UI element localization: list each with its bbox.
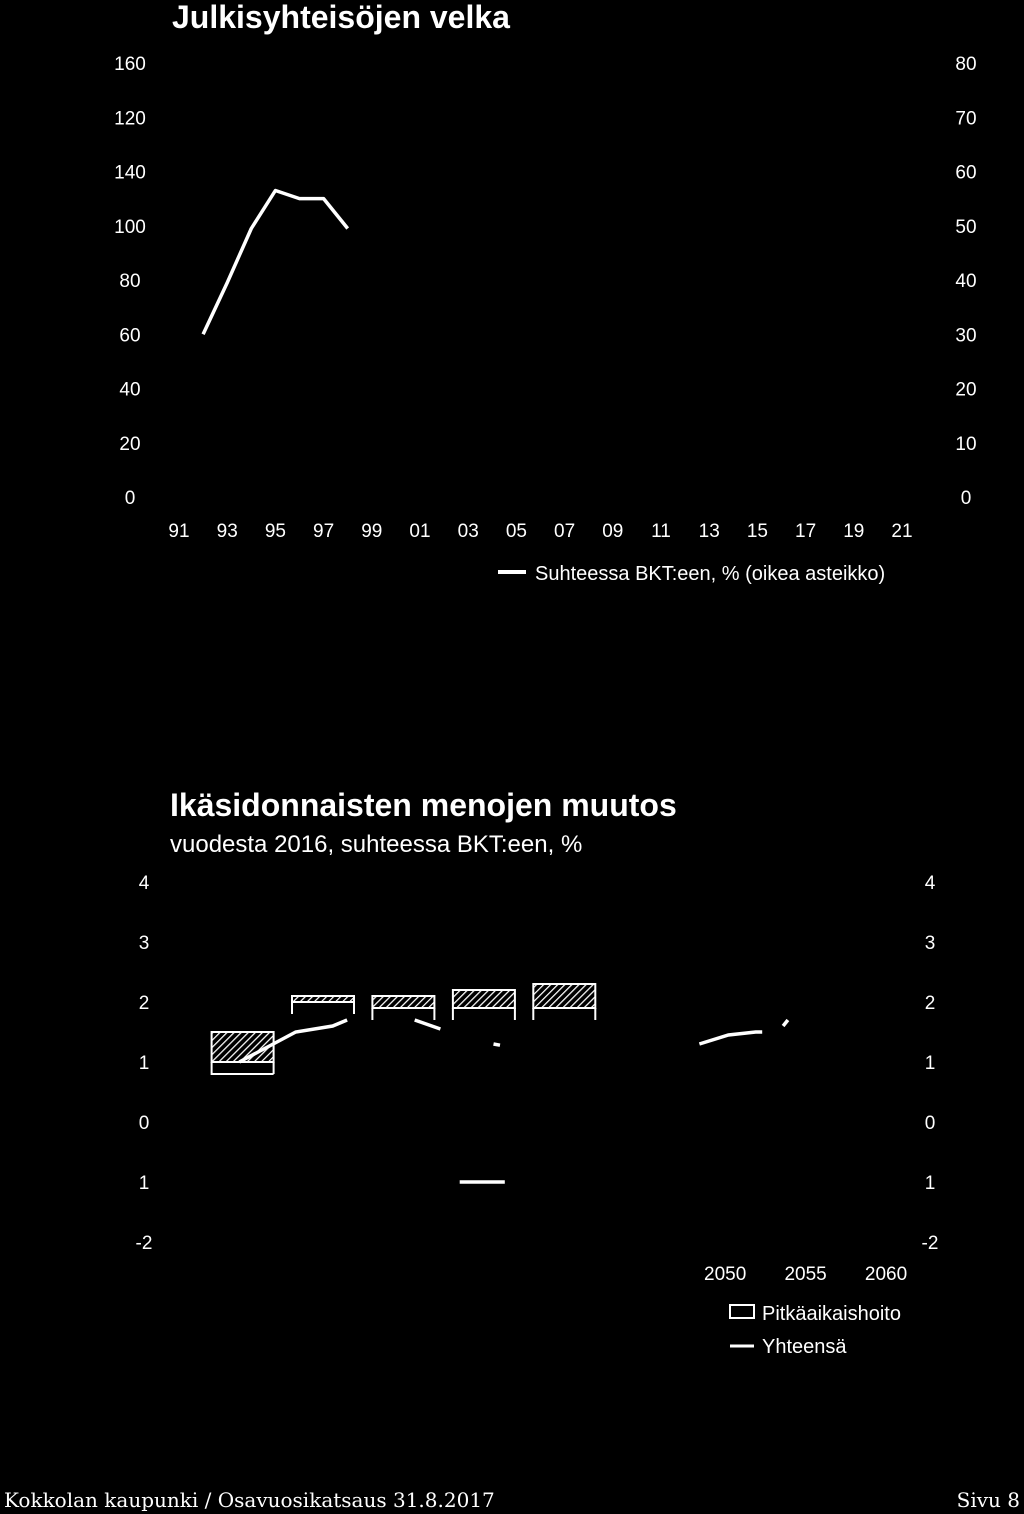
chart-2-subtitle: vuodesta 2016, suhteessa BKT:een, % — [170, 831, 582, 858]
chart-1-left-tick-label: 100 — [114, 217, 146, 238]
chart-2-total-line-segment — [238, 1018, 348, 1064]
footer-left: Kokkolan kaupunki / Osavuosikatsaus 31.8… — [4, 1488, 495, 1512]
chart-2-left-tick-label: 1 — [139, 1053, 150, 1074]
chart-1-x-tick-label: 21 — [891, 521, 912, 542]
chart-1-x-tick-label: 15 — [747, 521, 768, 542]
chart-2-right-axis: -2 1 0 1 2 3 4 — [922, 873, 939, 1254]
chart-1-right-tick-label: 40 — [955, 271, 976, 292]
chart-1-right-axis: 0 10 20 30 40 50 60 70 80 — [955, 54, 976, 509]
chart-2-left-tick-label: 0 — [139, 1113, 150, 1134]
chart-1-right-tick-label: 70 — [955, 108, 976, 129]
chart-2-right-tick-label: 0 — [925, 1113, 936, 1134]
chart-2-left-tick-label: 3 — [139, 933, 150, 954]
chart-2-right-tick-label: 1 — [925, 1053, 936, 1074]
chart-2-bar — [532, 983, 597, 1020]
chart-2: Ikäsidonnaisten menojen muutos vuodesta … — [136, 787, 939, 1358]
chart-2-bar — [291, 995, 355, 1014]
chart-1-left-tick-label: 120 — [114, 108, 146, 129]
chart-1-left-tick-label: 0 — [125, 488, 136, 509]
chart-2-x-tick-label: 2055 — [784, 1264, 826, 1285]
chart-1-x-tick-label: 19 — [843, 521, 864, 542]
chart-2-right-tick-label: 1 — [925, 1173, 936, 1194]
chart-1-left-tick-label: 140 — [114, 163, 146, 184]
chart-2-title: Ikäsidonnaisten menojen muutos — [170, 787, 677, 823]
chart-1: Julkisyhteisöjen velka 02040608010014012… — [114, 0, 976, 585]
chart-1-x-tick-label: 03 — [458, 521, 479, 542]
chart-2-left-tick-label: 1 — [139, 1173, 150, 1194]
chart-1-x-axis: 91 93 95 97 99 01 03 05 07 09 11 13 15 17 19 21 — [168, 521, 912, 542]
chart-2-x-axis: 2050 2055 2060 — [704, 1264, 907, 1285]
chart-1-right-tick-label: 50 — [955, 217, 976, 238]
chart-1-right-tick-label: 60 — [955, 163, 976, 184]
chart-2-right-tick-label: 3 — [925, 933, 936, 954]
chart-2-legend: Pitkäaikaishoito Yhteensä — [729, 1303, 901, 1358]
chart-2-bar — [451, 989, 516, 1020]
chart-2-left-tick-label: 4 — [139, 873, 150, 894]
chart-1-x-tick-label: 11 — [651, 521, 671, 542]
chart-1-x-tick-label: 17 — [795, 521, 816, 542]
chart-1-legend: Suhteessa BKT:een, % (oikea asteikko) — [498, 563, 885, 585]
chart-2-total-line-segment — [781, 1018, 790, 1028]
chart-1-x-tick-label: 97 — [313, 521, 334, 542]
chart-1-x-tick-label: 05 — [506, 521, 527, 542]
chart-1-right-tick-label: 30 — [955, 325, 976, 346]
chart-2-left-tick-label: -2 — [136, 1233, 153, 1254]
chart-2-bars — [210, 983, 597, 1075]
chart-2-legend-label-2: Yhteensä — [762, 1336, 847, 1358]
chart-2-right-tick-label: 2 — [925, 993, 936, 1014]
chart-1-right-tick-label: 10 — [955, 434, 976, 455]
chart-1-left-tick-label: 60 — [119, 325, 140, 346]
chart-2-left-axis: -2 1 0 1 2 3 4 — [136, 873, 153, 1254]
chart-1-x-tick-label: 13 — [699, 521, 720, 542]
chart-1-left-tick-label: 160 — [114, 54, 146, 75]
chart-2-x-tick-label: 2050 — [704, 1264, 746, 1285]
chart-1-left-tick-label: 20 — [119, 434, 140, 455]
chart-1-x-tick-label: 99 — [361, 521, 382, 542]
chart-1-left-tick-label: 80 — [119, 271, 140, 292]
chart-1-right-tick-label: 80 — [955, 54, 976, 75]
chart-2-legend-box-swatch — [729, 1304, 755, 1319]
chart-2-total-line-segment — [414, 1018, 441, 1031]
footer-right: Sivu 8 — [956, 1488, 1020, 1512]
chart-2-line-series — [238, 1018, 790, 1184]
chart-1-right-tick-label: 20 — [955, 380, 976, 401]
chart-1-x-tick-label: 09 — [602, 521, 623, 542]
chart-1-right-tick-label: 0 — [961, 488, 972, 509]
chart-1-x-tick-label: 95 — [265, 521, 286, 542]
chart-2-x-tick-label: 2060 — [865, 1264, 907, 1285]
chart-1-x-tick-label: 93 — [217, 521, 238, 542]
chart-2-left-tick-label: 2 — [139, 993, 150, 1014]
chart-1-left-tick-label: 40 — [119, 380, 140, 401]
chart-1-series — [201, 188, 350, 336]
chart-2-right-tick-label: 4 — [925, 873, 936, 894]
chart-1-series-line — [201, 188, 350, 336]
chart-1-legend-label: Suhteessa BKT:een, % (oikea asteikko) — [535, 563, 885, 585]
chart-2-legend-label-1: Pitkäaikaishoito — [762, 1303, 901, 1325]
chart-2-bar — [210, 1031, 275, 1075]
chart-2-total-line-segment — [493, 1042, 501, 1047]
chart-1-left-axis: 0 20 40 60 80 100 140 120 160 — [114, 54, 146, 509]
chart-1-x-tick-label: 07 — [554, 521, 575, 542]
chart-2-right-tick-label: -2 — [922, 1233, 939, 1254]
chart-2-bar — [371, 995, 436, 1020]
chart-1-x-tick-label: 01 — [409, 521, 430, 542]
chart-1-title: Julkisyhteisöjen velka — [172, 0, 510, 35]
chart-2-total-line-segment — [698, 1030, 763, 1046]
chart-1-x-tick-label: 91 — [168, 521, 189, 542]
